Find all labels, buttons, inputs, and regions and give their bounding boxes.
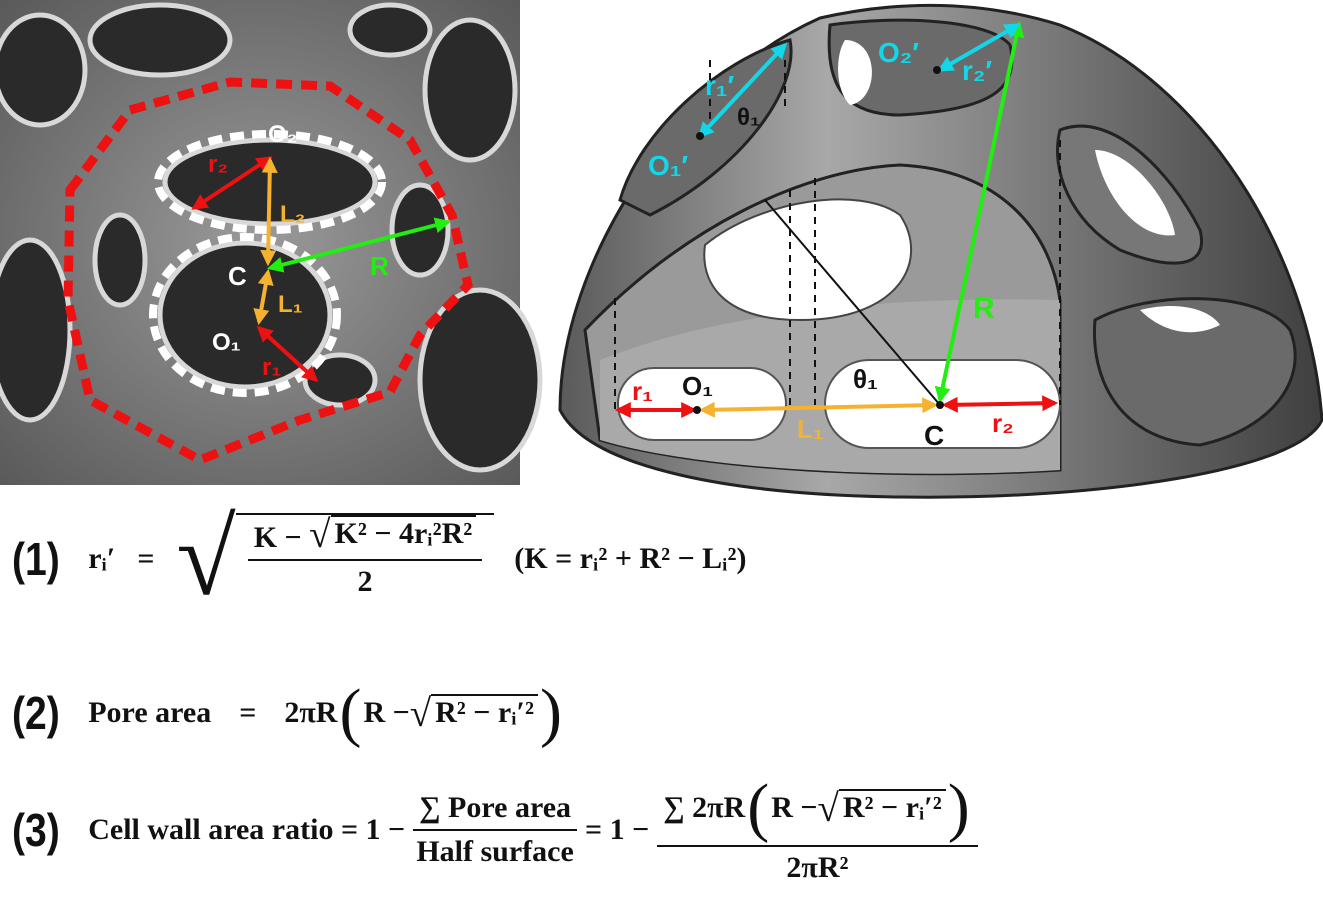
eq-term: R − (363, 696, 410, 729)
sem-image: O₂ r₂ L₂ C R L₁ O₁ r₁ (0, 0, 543, 485)
label-l2: L₂ (280, 201, 305, 228)
fraction: K − √ K² − 4rᵢ²R² 2 (247, 515, 483, 599)
fraction-1: ∑ Pore area Half surface (413, 791, 578, 869)
label-o1: O₁ (212, 329, 241, 356)
label-o1: O₁ (682, 371, 713, 401)
label-theta-top: θ₁ (737, 104, 760, 131)
eq-sign: = (137, 542, 155, 575)
num-part: K − (253, 521, 310, 554)
eq-lhs: Pore area (88, 696, 212, 729)
pore-boundary-top (154, 130, 386, 234)
f2-denominator: 2πR² (786, 851, 849, 884)
label-r2: r₂ (992, 408, 1014, 438)
sqrt-inner: K² − 4rᵢ²R² (330, 515, 477, 551)
label-l1: L₁ (797, 414, 824, 444)
f2-sqrt: R² − rᵢ′² (838, 788, 946, 825)
label-r: R (973, 292, 995, 325)
label-r1-prime: r₁′ (705, 70, 734, 101)
equation-3: (3) Cell wall area ratio = 1 − ∑ Pore ar… (12, 775, 986, 885)
equation-2: (2) Pore area = 2πR (R − √ R² − rᵢ′²) (12, 676, 562, 749)
sqrt-outer: √ K − √ K² − 4rᵢ²R² 2 (176, 505, 495, 613)
fraction-2: ∑ 2πR(R − √ R² − rᵢ′²) 2πR² (657, 775, 978, 885)
eq-lhs: rᵢ′ (88, 542, 116, 575)
label-r1: r₁ (262, 354, 281, 381)
equation-number: (3) (12, 804, 60, 856)
eq-mid: = 1 − (585, 813, 650, 846)
equation-number: (2) (12, 687, 60, 739)
label-r2-prime: r₂′ (962, 55, 992, 86)
equation-number: (1) (12, 533, 60, 585)
f2-prefix: ∑ 2πR (663, 791, 746, 824)
label-r2: r₂ (208, 151, 228, 178)
pore-boundary-bottom (149, 233, 341, 397)
equation-1: (1) rᵢ′ = √ K − √ K² − 4rᵢ²R² 2 (K = rᵢ² … (12, 505, 746, 613)
label-l1: L₁ (278, 291, 303, 318)
eq-sign: = (239, 696, 257, 729)
label-c: C (228, 261, 247, 291)
f1-numerator: ∑ Pore area (413, 791, 578, 831)
label-o2-prime: O₂′ (878, 37, 919, 68)
f1-denominator: Half surface (416, 835, 574, 868)
eq-lhs: Cell wall area ratio = 1 − (88, 813, 406, 846)
label-o2: O₂ (268, 121, 297, 148)
f2-term: R − (771, 791, 818, 824)
sqrt-term: R² − rᵢ′² (431, 693, 538, 730)
label-c: C (924, 420, 944, 451)
label-o1-prime: O₁′ (648, 150, 688, 181)
k-definition: (K = rᵢ² + R² − Lᵢ²) (514, 542, 747, 575)
hemisphere-model: O₁′ r₁′ θ₁ O₂′ r₂′ R θ₁ r₁ O₁ L₁ C r₂ (558, 3, 1323, 499)
label-r: R (370, 251, 389, 281)
label-r1: r₁ (632, 376, 653, 406)
label-theta: θ₁ (853, 364, 878, 394)
eq-prefix: 2πR (284, 696, 338, 729)
denominator: 2 (357, 565, 373, 598)
